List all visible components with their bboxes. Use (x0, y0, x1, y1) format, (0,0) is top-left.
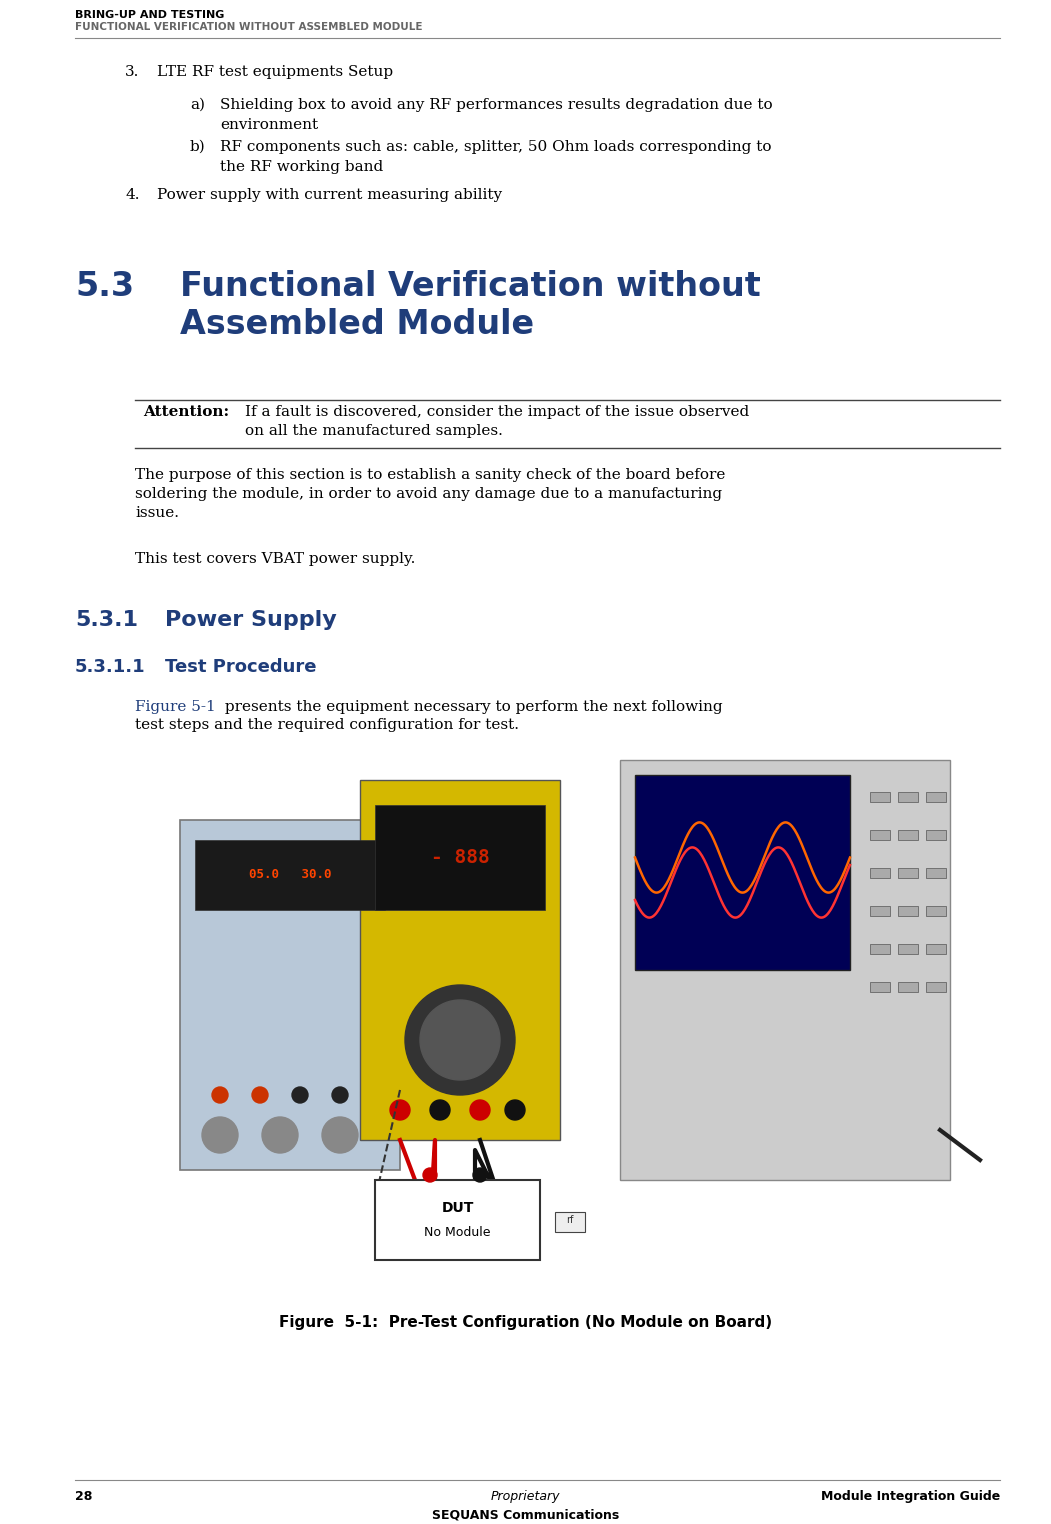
Text: - 888: - 888 (431, 847, 490, 867)
Circle shape (252, 1087, 268, 1103)
Bar (870, 792, 890, 802)
Bar (926, 831, 946, 840)
Circle shape (420, 1000, 500, 1081)
Text: the RF working band: the RF working band (220, 160, 384, 174)
Bar (898, 905, 918, 916)
Circle shape (292, 1087, 308, 1103)
Circle shape (430, 1100, 450, 1120)
Circle shape (504, 1100, 526, 1120)
Text: SEQUANS Communications: SEQUANS Communications (432, 1509, 619, 1521)
Bar (870, 905, 890, 916)
Text: Proprietary: Proprietary (491, 1490, 560, 1503)
Bar (898, 869, 918, 878)
Bar (870, 981, 890, 992)
Text: presents the equipment necessary to perform the next following: presents the equipment necessary to perf… (220, 700, 723, 715)
Text: The purpose of this section is to establish a sanity check of the board before
s: The purpose of this section is to establ… (135, 468, 725, 520)
Bar (160, 741, 960, 1289)
Text: b): b) (190, 140, 206, 154)
Bar (926, 905, 946, 916)
Text: Attention:: Attention: (143, 405, 229, 419)
Text: rf: rf (566, 1215, 574, 1225)
Bar (375, 1180, 540, 1260)
Bar (375, 805, 545, 910)
Text: 5.3.1.1: 5.3.1.1 (75, 658, 146, 677)
Bar (898, 792, 918, 802)
Circle shape (423, 1167, 437, 1183)
Bar (635, 776, 850, 969)
Circle shape (405, 985, 515, 1096)
Text: Functional Verification without: Functional Verification without (180, 270, 761, 303)
Text: FUNCTIONAL VERIFICATION WITHOUT ASSEMBLED MODULE: FUNCTIONAL VERIFICATION WITHOUT ASSEMBLE… (75, 21, 423, 32)
Text: No Module: No Module (425, 1225, 491, 1239)
Text: DUT: DUT (441, 1201, 474, 1215)
Bar (180, 820, 400, 1170)
Text: Module Integration Guide: Module Integration Guide (821, 1490, 1000, 1503)
Circle shape (332, 1087, 348, 1103)
Circle shape (473, 1167, 487, 1183)
Text: Figure 5-1: Figure 5-1 (135, 700, 215, 715)
Text: test steps and the required configuration for test.: test steps and the required configuratio… (135, 718, 519, 732)
Circle shape (470, 1100, 490, 1120)
Text: This test covers VBAT power supply.: This test covers VBAT power supply. (135, 552, 415, 565)
Bar (926, 792, 946, 802)
Text: Assembled Module: Assembled Module (180, 308, 534, 341)
Circle shape (322, 1117, 358, 1154)
Circle shape (390, 1100, 410, 1120)
Text: BRING-UP AND TESTING: BRING-UP AND TESTING (75, 11, 224, 20)
Bar (870, 943, 890, 954)
Text: 5.3: 5.3 (75, 270, 135, 303)
Bar (195, 840, 385, 910)
Bar (620, 760, 950, 1180)
Text: 4.: 4. (125, 187, 140, 203)
Text: Power supply with current measuring ability: Power supply with current measuring abil… (157, 187, 502, 203)
Bar (926, 869, 946, 878)
Bar (926, 943, 946, 954)
Bar (898, 831, 918, 840)
Text: a): a) (190, 98, 205, 111)
Text: 05.0   30.0: 05.0 30.0 (249, 869, 331, 881)
Bar (898, 943, 918, 954)
Text: 3.: 3. (125, 66, 140, 79)
Bar (870, 831, 890, 840)
Bar (870, 869, 890, 878)
Text: Shielding box to avoid any RF performances results degradation due to: Shielding box to avoid any RF performanc… (220, 98, 772, 111)
Circle shape (212, 1087, 228, 1103)
Bar (555, 1212, 585, 1231)
Bar (360, 780, 560, 1140)
Text: LTE RF test equipments Setup: LTE RF test equipments Setup (157, 66, 393, 79)
Text: 28: 28 (75, 1490, 92, 1503)
Text: environment: environment (220, 117, 318, 133)
Bar (898, 981, 918, 992)
Text: Test Procedure: Test Procedure (165, 658, 316, 677)
Text: If a fault is discovered, consider the impact of the issue observed
on all the m: If a fault is discovered, consider the i… (245, 405, 749, 437)
Circle shape (262, 1117, 298, 1154)
Text: 5.3.1: 5.3.1 (75, 610, 138, 629)
Text: RF components such as: cable, splitter, 50 Ohm loads corresponding to: RF components such as: cable, splitter, … (220, 140, 771, 154)
Circle shape (202, 1117, 238, 1154)
Text: Figure  5-1:  Pre-Test Configuration (No Module on Board): Figure 5-1: Pre-Test Configuration (No M… (279, 1315, 772, 1330)
Text: Power Supply: Power Supply (165, 610, 336, 629)
Bar (926, 981, 946, 992)
